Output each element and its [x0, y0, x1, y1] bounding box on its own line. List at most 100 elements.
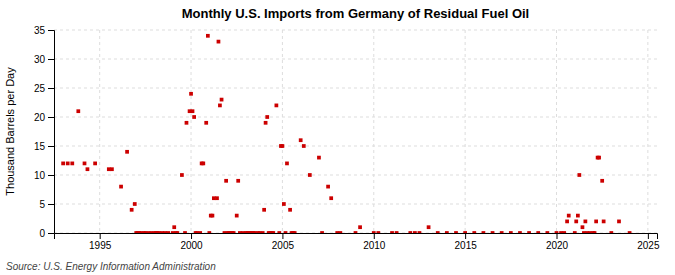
x-grid-line	[647, 30, 648, 233]
x-tick: 2000	[180, 233, 203, 251]
point	[215, 196, 219, 200]
point	[436, 231, 440, 233]
x-grid-line	[191, 30, 192, 233]
point	[413, 231, 417, 233]
point	[463, 231, 467, 233]
point	[204, 121, 208, 125]
point	[454, 231, 458, 233]
y-tick-label: 20	[34, 112, 46, 123]
x-tick-label: 2010	[363, 240, 386, 251]
point	[518, 231, 522, 233]
point	[183, 231, 187, 233]
point	[390, 231, 394, 233]
y-tick-label: 5	[39, 199, 45, 210]
y-grid-line	[54, 175, 657, 176]
point	[265, 115, 269, 119]
point	[201, 162, 205, 166]
x-tick: 2010	[363, 233, 386, 251]
point	[206, 34, 210, 38]
point	[172, 225, 176, 229]
point	[271, 231, 275, 233]
point	[354, 231, 358, 233]
point	[175, 231, 179, 233]
y-tick: 5	[39, 199, 54, 210]
point	[302, 144, 306, 148]
y-tick-label: 35	[34, 25, 46, 36]
point	[192, 115, 196, 119]
point	[288, 208, 292, 212]
x-tick-label: 2005	[272, 240, 295, 251]
point	[262, 208, 266, 212]
y-axis-title: Thousand Barrels per Day	[4, 67, 16, 196]
point	[285, 162, 289, 166]
y-tick-mark	[48, 59, 54, 60]
point	[235, 214, 239, 218]
y-tick: 35	[34, 25, 54, 36]
y-grid-line	[54, 117, 657, 118]
point	[232, 231, 236, 233]
point	[376, 231, 380, 233]
point	[86, 167, 90, 171]
point	[418, 231, 422, 233]
x-tick: 1995	[89, 233, 112, 251]
point	[224, 179, 228, 183]
y-grid-line	[54, 204, 657, 205]
y-grid-line	[54, 88, 657, 89]
point	[83, 162, 87, 166]
x-tick-label: 2000	[180, 240, 203, 251]
point	[166, 231, 170, 233]
point	[277, 231, 281, 233]
x-axis-line	[55, 234, 658, 240]
chart-title: Monthly U.S. Imports from Germany of Res…	[182, 6, 529, 21]
x-grid-line	[556, 30, 557, 233]
point	[275, 104, 279, 108]
y-tick: 15	[34, 141, 54, 152]
y-tick-mark	[48, 204, 54, 205]
x-tick-mark	[100, 233, 101, 239]
point	[509, 231, 513, 233]
point	[573, 231, 577, 233]
point	[427, 225, 431, 229]
y-tick-mark	[48, 88, 54, 89]
x-tick-mark	[374, 233, 375, 239]
y-tick-label: 30	[34, 54, 46, 65]
x-axis: 1995200020052010201520202025	[55, 233, 660, 251]
point	[236, 179, 240, 183]
points	[61, 34, 631, 233]
point	[130, 208, 134, 212]
point	[207, 231, 211, 233]
point	[593, 231, 597, 233]
point	[211, 214, 215, 218]
y-tick: 0	[39, 228, 54, 239]
point	[395, 231, 399, 233]
point	[581, 225, 585, 229]
point	[61, 162, 65, 166]
point	[567, 214, 571, 218]
point	[536, 231, 540, 233]
x-tick: 2005	[272, 233, 295, 251]
x-tick-mark	[282, 233, 283, 239]
source-note: Source: U.S. Energy Information Administ…	[6, 261, 216, 272]
x-grid-line	[99, 30, 100, 233]
x-tick: 2020	[546, 233, 569, 251]
point	[491, 231, 495, 233]
y-axis: 05101520253035	[34, 25, 55, 239]
point	[545, 231, 549, 233]
x-tick-mark	[648, 233, 649, 239]
y-tick-mark	[48, 175, 54, 176]
x-tick-label: 2015	[455, 240, 478, 251]
y-tick-label: 0	[39, 228, 45, 239]
point	[217, 40, 221, 44]
chart-container: 1995200020052010201520202025051015202530…	[0, 0, 675, 275]
point	[293, 231, 297, 233]
point	[282, 202, 286, 206]
point	[609, 231, 613, 233]
point	[70, 162, 74, 166]
y-tick-mark	[48, 146, 54, 147]
point	[198, 231, 202, 233]
x-tick-label: 1995	[89, 240, 112, 251]
y-tick-label: 25	[34, 83, 46, 94]
point	[66, 162, 70, 166]
point	[284, 231, 288, 233]
point	[326, 185, 330, 189]
